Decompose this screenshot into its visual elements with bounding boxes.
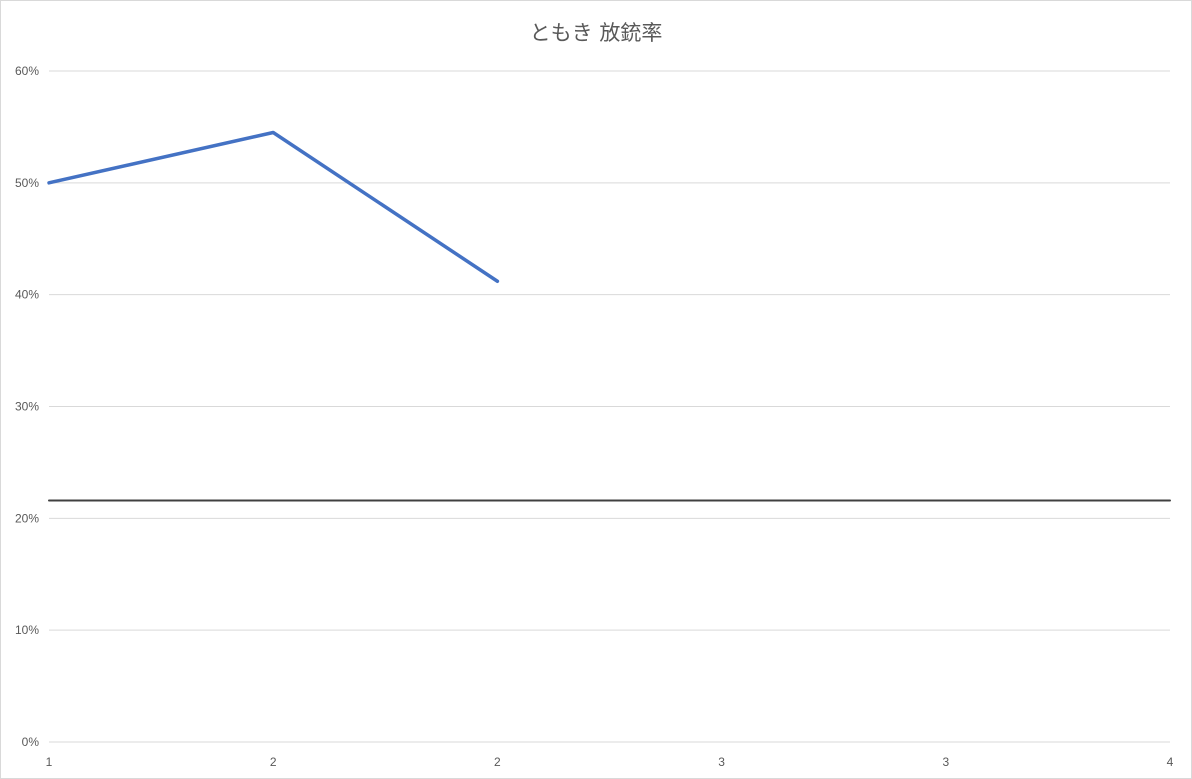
y-tick-label: 30% <box>15 400 39 414</box>
chart-title: ともき 放銃率 <box>529 21 663 45</box>
x-axis-tick-labels: 1 2 2 3 3 4 <box>46 755 1174 769</box>
y-tick-label: 20% <box>15 511 39 525</box>
x-tick-label: 2 <box>270 755 277 769</box>
x-tick-label: 2 <box>494 755 501 769</box>
y-tick-label: 50% <box>15 176 39 190</box>
y-tick-label: 0% <box>22 735 40 749</box>
y-tick-label: 60% <box>15 64 39 78</box>
x-tick-label: 3 <box>942 755 949 769</box>
series-line-1 <box>47 130 500 283</box>
x-tick-label: 3 <box>718 755 725 769</box>
y-tick-label: 40% <box>15 288 39 302</box>
y-tick-label: 10% <box>15 623 39 637</box>
x-tick-label: 4 <box>1167 755 1174 769</box>
series-lines <box>47 130 1171 502</box>
gridlines <box>49 70 1170 743</box>
y-axis-tick-labels: 0% 10% 20% 30% 40% 50% 60% <box>15 64 39 749</box>
x-tick-label: 1 <box>46 755 53 769</box>
